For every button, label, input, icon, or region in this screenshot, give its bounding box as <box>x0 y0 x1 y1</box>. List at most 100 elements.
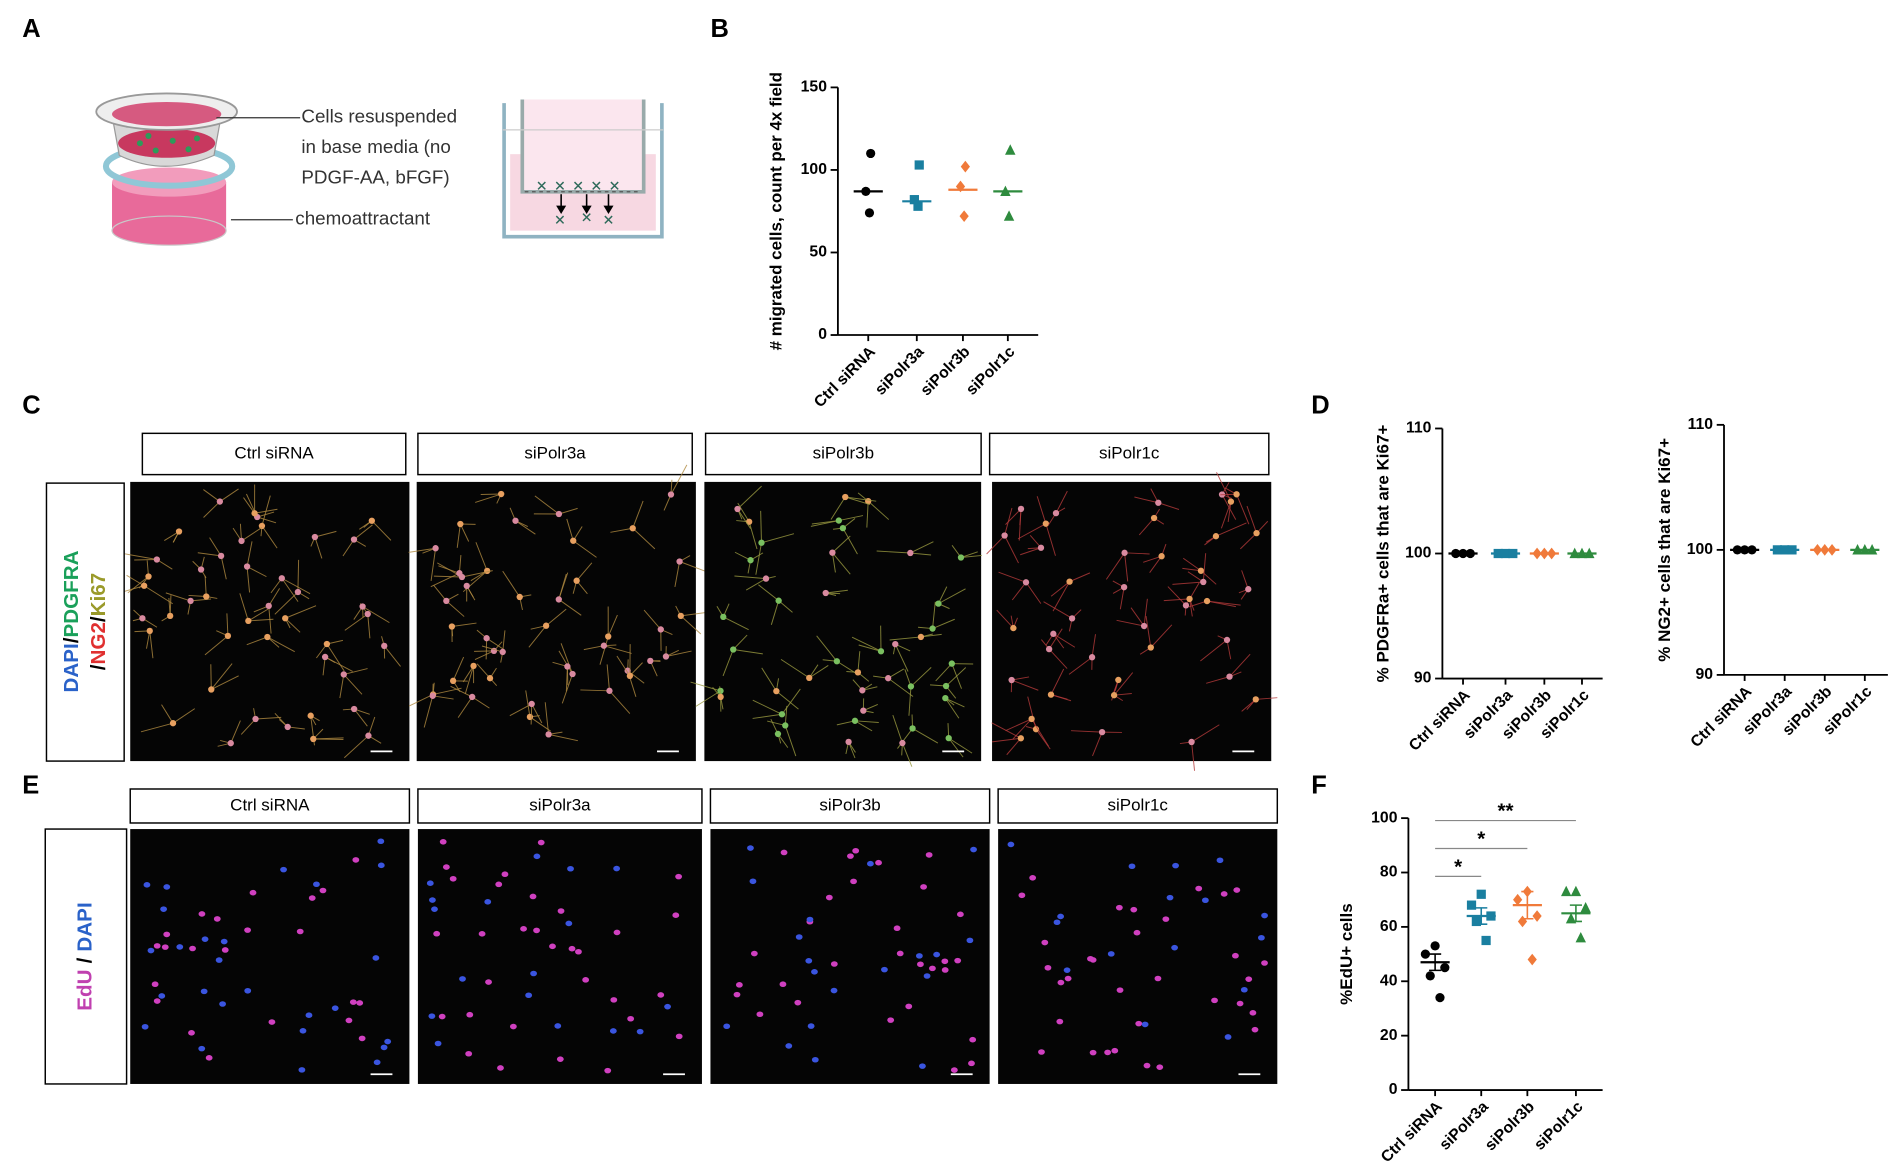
cell-process <box>1143 555 1162 563</box>
nucleus <box>557 908 565 914</box>
nucleus <box>941 967 949 973</box>
nucleus <box>1233 887 1241 893</box>
dish-bottom <box>111 215 227 246</box>
cell-process <box>901 742 913 767</box>
nucleus <box>893 925 901 932</box>
nucleus <box>954 957 962 964</box>
cell-body <box>935 600 942 607</box>
cell-process <box>565 666 568 692</box>
cell-process <box>851 636 882 652</box>
nucleus <box>384 1038 392 1045</box>
cell-process <box>528 625 547 648</box>
stain-part: Ki67 <box>87 573 110 617</box>
cell-process <box>1116 619 1145 627</box>
cell-body <box>470 662 477 670</box>
cell-body <box>448 623 456 630</box>
x-tick-label: siPolr3b <box>918 343 974 399</box>
cell-body <box>730 646 737 653</box>
cell-process <box>910 552 932 556</box>
cell-process <box>281 577 311 595</box>
data-point <box>1517 915 1528 928</box>
nucleus <box>807 1023 815 1029</box>
cell-body <box>208 686 215 693</box>
cell-body <box>483 635 490 642</box>
cell-process <box>525 690 531 717</box>
cell-body <box>907 683 915 690</box>
stain-box <box>45 482 125 762</box>
cell-body <box>463 582 470 590</box>
cell-process <box>1200 639 1228 662</box>
cell-body <box>203 593 210 600</box>
cell-body <box>1088 654 1096 661</box>
nucleus <box>449 875 457 882</box>
cell-process <box>732 634 748 650</box>
cell-process <box>1200 570 1217 585</box>
cell-body <box>624 667 631 674</box>
cell-body <box>139 615 146 622</box>
nucleus <box>147 947 155 954</box>
cell-process <box>475 542 488 572</box>
cell-body <box>1047 691 1055 698</box>
cell-process <box>430 572 460 588</box>
cell-process <box>722 649 734 677</box>
cell-process <box>737 502 750 523</box>
cell-process <box>679 561 707 573</box>
cell-process <box>1124 552 1150 555</box>
cell-process <box>910 541 934 554</box>
cell-body <box>606 687 613 694</box>
data-point <box>960 160 970 173</box>
cell-process <box>887 677 914 697</box>
cell-body <box>238 537 245 545</box>
cell-process <box>239 593 249 622</box>
cell-process <box>475 493 502 503</box>
nucleus <box>1133 929 1141 936</box>
cell-body <box>365 732 372 739</box>
data-point <box>1003 210 1015 221</box>
cell-body <box>311 533 319 541</box>
nucleus <box>509 1023 517 1030</box>
cell-process <box>1031 718 1049 747</box>
stain-part: DAPI <box>74 902 97 951</box>
stain-part: EdU <box>74 969 97 1010</box>
cell-process <box>845 496 877 502</box>
nucleus <box>1111 1047 1119 1054</box>
cell-process <box>1119 587 1125 610</box>
arrows <box>556 194 614 214</box>
cell-body <box>264 633 271 641</box>
cell-process <box>897 728 913 749</box>
cell-process <box>690 681 721 692</box>
cell-process <box>1149 555 1162 573</box>
cell-process <box>857 651 861 673</box>
cell-process <box>529 716 551 732</box>
nucleus <box>933 951 941 958</box>
cell-process <box>246 566 267 578</box>
cell-process <box>1220 501 1232 529</box>
micrograph <box>690 481 983 767</box>
cell-process <box>960 554 983 559</box>
nucleus <box>756 1011 764 1018</box>
cell-process <box>474 650 495 661</box>
cell-body <box>146 627 153 635</box>
nucleus <box>917 961 924 968</box>
nucleus <box>431 906 438 912</box>
cell-process <box>695 690 721 707</box>
cell-process <box>932 618 955 630</box>
x-tick-label: siPolr1c <box>1531 1098 1587 1154</box>
nucleus <box>520 926 527 932</box>
nucleus <box>1216 857 1224 864</box>
cell-process <box>209 537 222 557</box>
nucleus <box>1135 1020 1143 1027</box>
cell-process <box>1167 586 1187 606</box>
nucleus <box>887 1017 895 1023</box>
cell-body <box>1001 532 1008 539</box>
cell-process <box>433 575 462 578</box>
cell-process <box>1017 523 1047 540</box>
cell-process <box>432 695 454 700</box>
nucleus <box>747 845 754 851</box>
cell-body <box>1017 505 1025 513</box>
error-bar <box>1521 890 1534 920</box>
nucleus <box>529 893 537 900</box>
cell-process <box>1191 724 1220 743</box>
header-label: siPolr3a <box>524 443 586 462</box>
nucleus <box>153 998 161 1004</box>
